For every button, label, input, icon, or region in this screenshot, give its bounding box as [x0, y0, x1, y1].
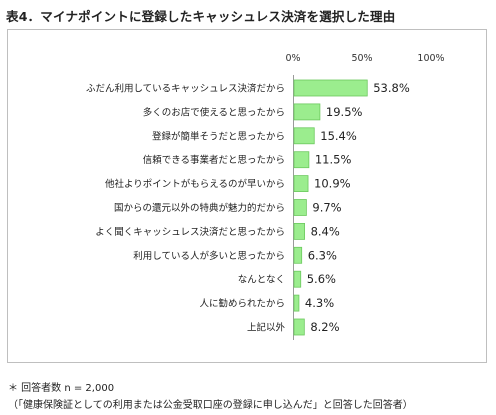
category-label: なんとなく — [238, 275, 285, 286]
category-label: 国からの還元以外の特典が魅力的だから — [114, 202, 285, 214]
category-label: 信頼できる事業者だと思ったから — [143, 154, 285, 166]
chart-frame — [7, 29, 487, 363]
bar — [293, 246, 303, 264]
bar — [293, 199, 307, 216]
category-label: 他社よりポイントがもらえるのが早いから — [105, 178, 285, 190]
value-label: 4.3% — [305, 296, 334, 310]
value-labels: 53.8% 19.5% 15.4% 11.5% 10.9% 9.7% 8.4% 6.3% 5.6… — [305, 81, 410, 334]
respondent-count-note: ＊ 回答者数 n = 2,000 — [8, 383, 115, 394]
x-tick-label: 100% — [417, 53, 444, 64]
value-label: 15.4% — [320, 129, 357, 143]
bar — [293, 318, 305, 336]
bar — [293, 103, 321, 121]
value-label: 5.6% — [307, 272, 336, 286]
value-label: 11.5% — [315, 153, 352, 167]
bar — [293, 175, 309, 193]
bars — [293, 79, 368, 336]
bar — [293, 222, 305, 240]
value-label: 19.5% — [326, 105, 363, 119]
category-labels: ふだん利用しているキャッシュレス決済だから多くのお店で使えると思ったから登録が簡… — [86, 83, 286, 334]
bar — [293, 294, 300, 312]
category-label: 多くのお店で使えると思ったから — [143, 106, 285, 118]
value-label: 53.8% — [373, 81, 410, 95]
x-axis-ticks: 0% 50% 100% — [285, 53, 444, 64]
category-label: 利用している人が多いと思ったから — [133, 250, 285, 262]
respondent-condition-note: （「健康保険証としての利用または公金受取口座の登録に申し込んだ」と回答した回答者… — [8, 400, 413, 411]
category-label: 上記以外 — [247, 322, 286, 334]
value-label: 9.7% — [312, 201, 341, 215]
bar — [293, 127, 315, 145]
x-tick-label: 50% — [351, 53, 372, 64]
category-label: 登録が簡単そうだと思ったから — [152, 130, 285, 142]
bar — [293, 151, 310, 169]
category-label: ふだん利用しているキャッシュレス決済だから — [86, 83, 285, 95]
category-label: 人に勧められたから — [199, 298, 285, 310]
value-label: 6.3% — [308, 248, 337, 262]
x-tick-label: 0% — [285, 53, 300, 64]
bar — [293, 270, 302, 288]
value-label: 8.2% — [310, 320, 339, 334]
bar — [293, 79, 368, 97]
value-label: 10.9% — [314, 177, 351, 191]
value-label: 8.4% — [311, 224, 340, 238]
chart-title: 表4．マイナポイントに登録したキャッシュレス決済を選択した理由 — [6, 9, 396, 24]
category-label: よく聞くキャッシュレス決済だと思ったから — [95, 226, 285, 238]
